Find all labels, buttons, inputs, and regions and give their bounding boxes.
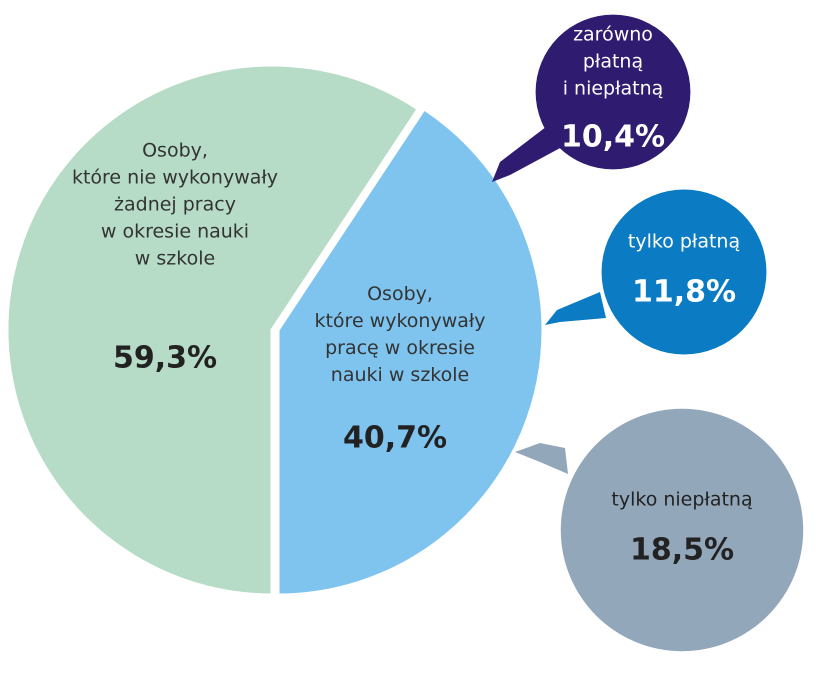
category-label: zarówno płatną i niepłatną	[562, 23, 664, 100]
arrow	[515, 443, 568, 474]
category-label: Osoby, które nie wykonywały żadnej pracy…	[71, 139, 279, 270]
category-label: tylko płatną	[627, 230, 741, 253]
bubble	[601, 189, 767, 355]
category-label: Osoby, które wykonywały pracę w okresie …	[314, 283, 486, 386]
arrow	[492, 120, 575, 182]
bubble	[560, 408, 804, 652]
bubble	[535, 14, 691, 170]
pie-slice	[5, 63, 421, 597]
value-label: 59,3%	[112, 340, 218, 376]
value-label: 10,4%	[560, 119, 666, 155]
value-label: 11,8%	[631, 274, 737, 310]
pie-slice	[276, 106, 545, 597]
value-label: 40,7%	[342, 420, 448, 456]
arrow	[545, 292, 606, 325]
arrows	[492, 120, 606, 474]
value-label: 18,5%	[629, 532, 735, 568]
category-label: tylko niepłatną	[611, 488, 753, 511]
